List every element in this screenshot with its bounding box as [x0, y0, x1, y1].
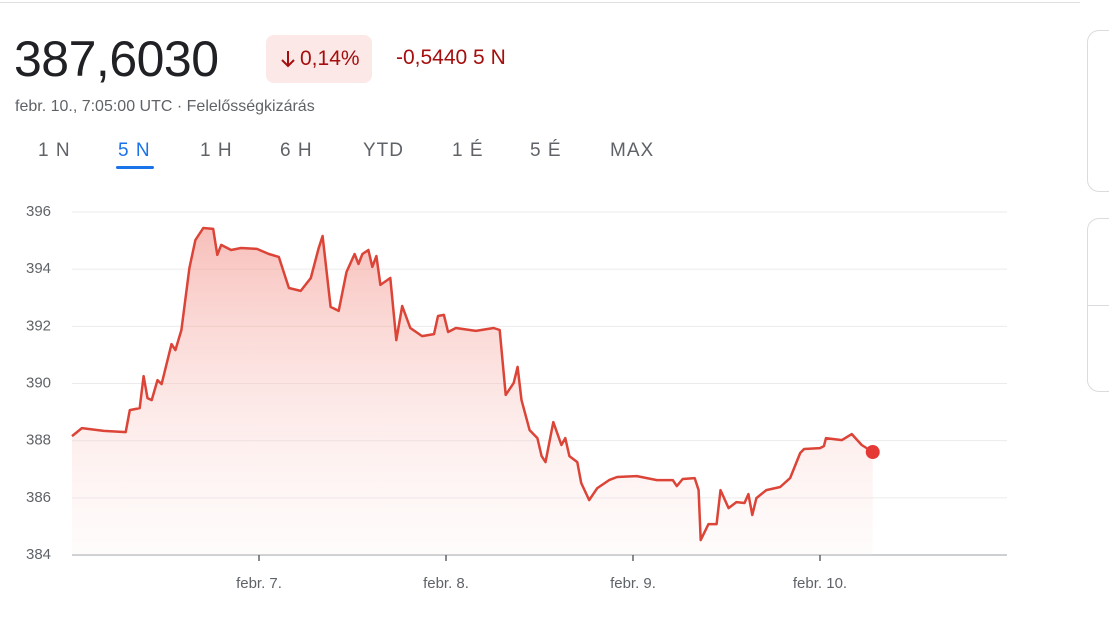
- x-tick-label: febr. 9.: [610, 575, 656, 592]
- change-percent: 0,14%: [300, 47, 360, 70]
- y-tick-label: 386: [26, 489, 51, 506]
- top-divider: [0, 2, 1080, 3]
- y-tick-label: 388: [26, 432, 51, 449]
- x-tick-label: febr. 8.: [423, 575, 469, 592]
- area-fill: [72, 228, 873, 555]
- last-point: [865, 445, 880, 460]
- price: 387,6030: [14, 31, 219, 87]
- change-abs: -0,5440 5 N: [396, 46, 506, 69]
- range-tab[interactable]: 6 H: [280, 140, 313, 161]
- y-tick-label: 396: [26, 203, 51, 220]
- x-tick-label: febr. 7.: [236, 575, 282, 592]
- chart: 384 386 388 390 392 394 396 febr. 7. febr. 8. feb…: [26, 203, 1007, 592]
- range-tab[interactable]: MAX: [610, 140, 655, 161]
- side-card: [1087, 30, 1109, 192]
- price-line: [71, 226, 874, 542]
- timestamp: febr. 10., 7:05:00 UTC · Felelősségkizár…: [15, 98, 315, 115]
- range-tab[interactable]: 1 N: [38, 140, 71, 161]
- range-tab[interactable]: 5 N: [118, 140, 151, 161]
- range-tab[interactable]: 5 É: [530, 140, 562, 161]
- x-tick-label: febr. 10.: [793, 575, 847, 592]
- range-tab[interactable]: 1 É: [452, 140, 484, 161]
- range-tab[interactable]: 1 H: [200, 140, 233, 161]
- range-tab[interactable]: YTD: [363, 140, 404, 161]
- y-tick-label: 390: [26, 374, 51, 391]
- change-badge: 0,14%: [266, 35, 372, 83]
- tab-underline: [116, 166, 154, 169]
- y-tick-label: 384: [26, 546, 51, 563]
- y-tick-label: 394: [26, 260, 51, 277]
- side-card: [1087, 218, 1109, 392]
- down-arrow: [281, 51, 295, 68]
- y-tick-label: 392: [26, 317, 51, 334]
